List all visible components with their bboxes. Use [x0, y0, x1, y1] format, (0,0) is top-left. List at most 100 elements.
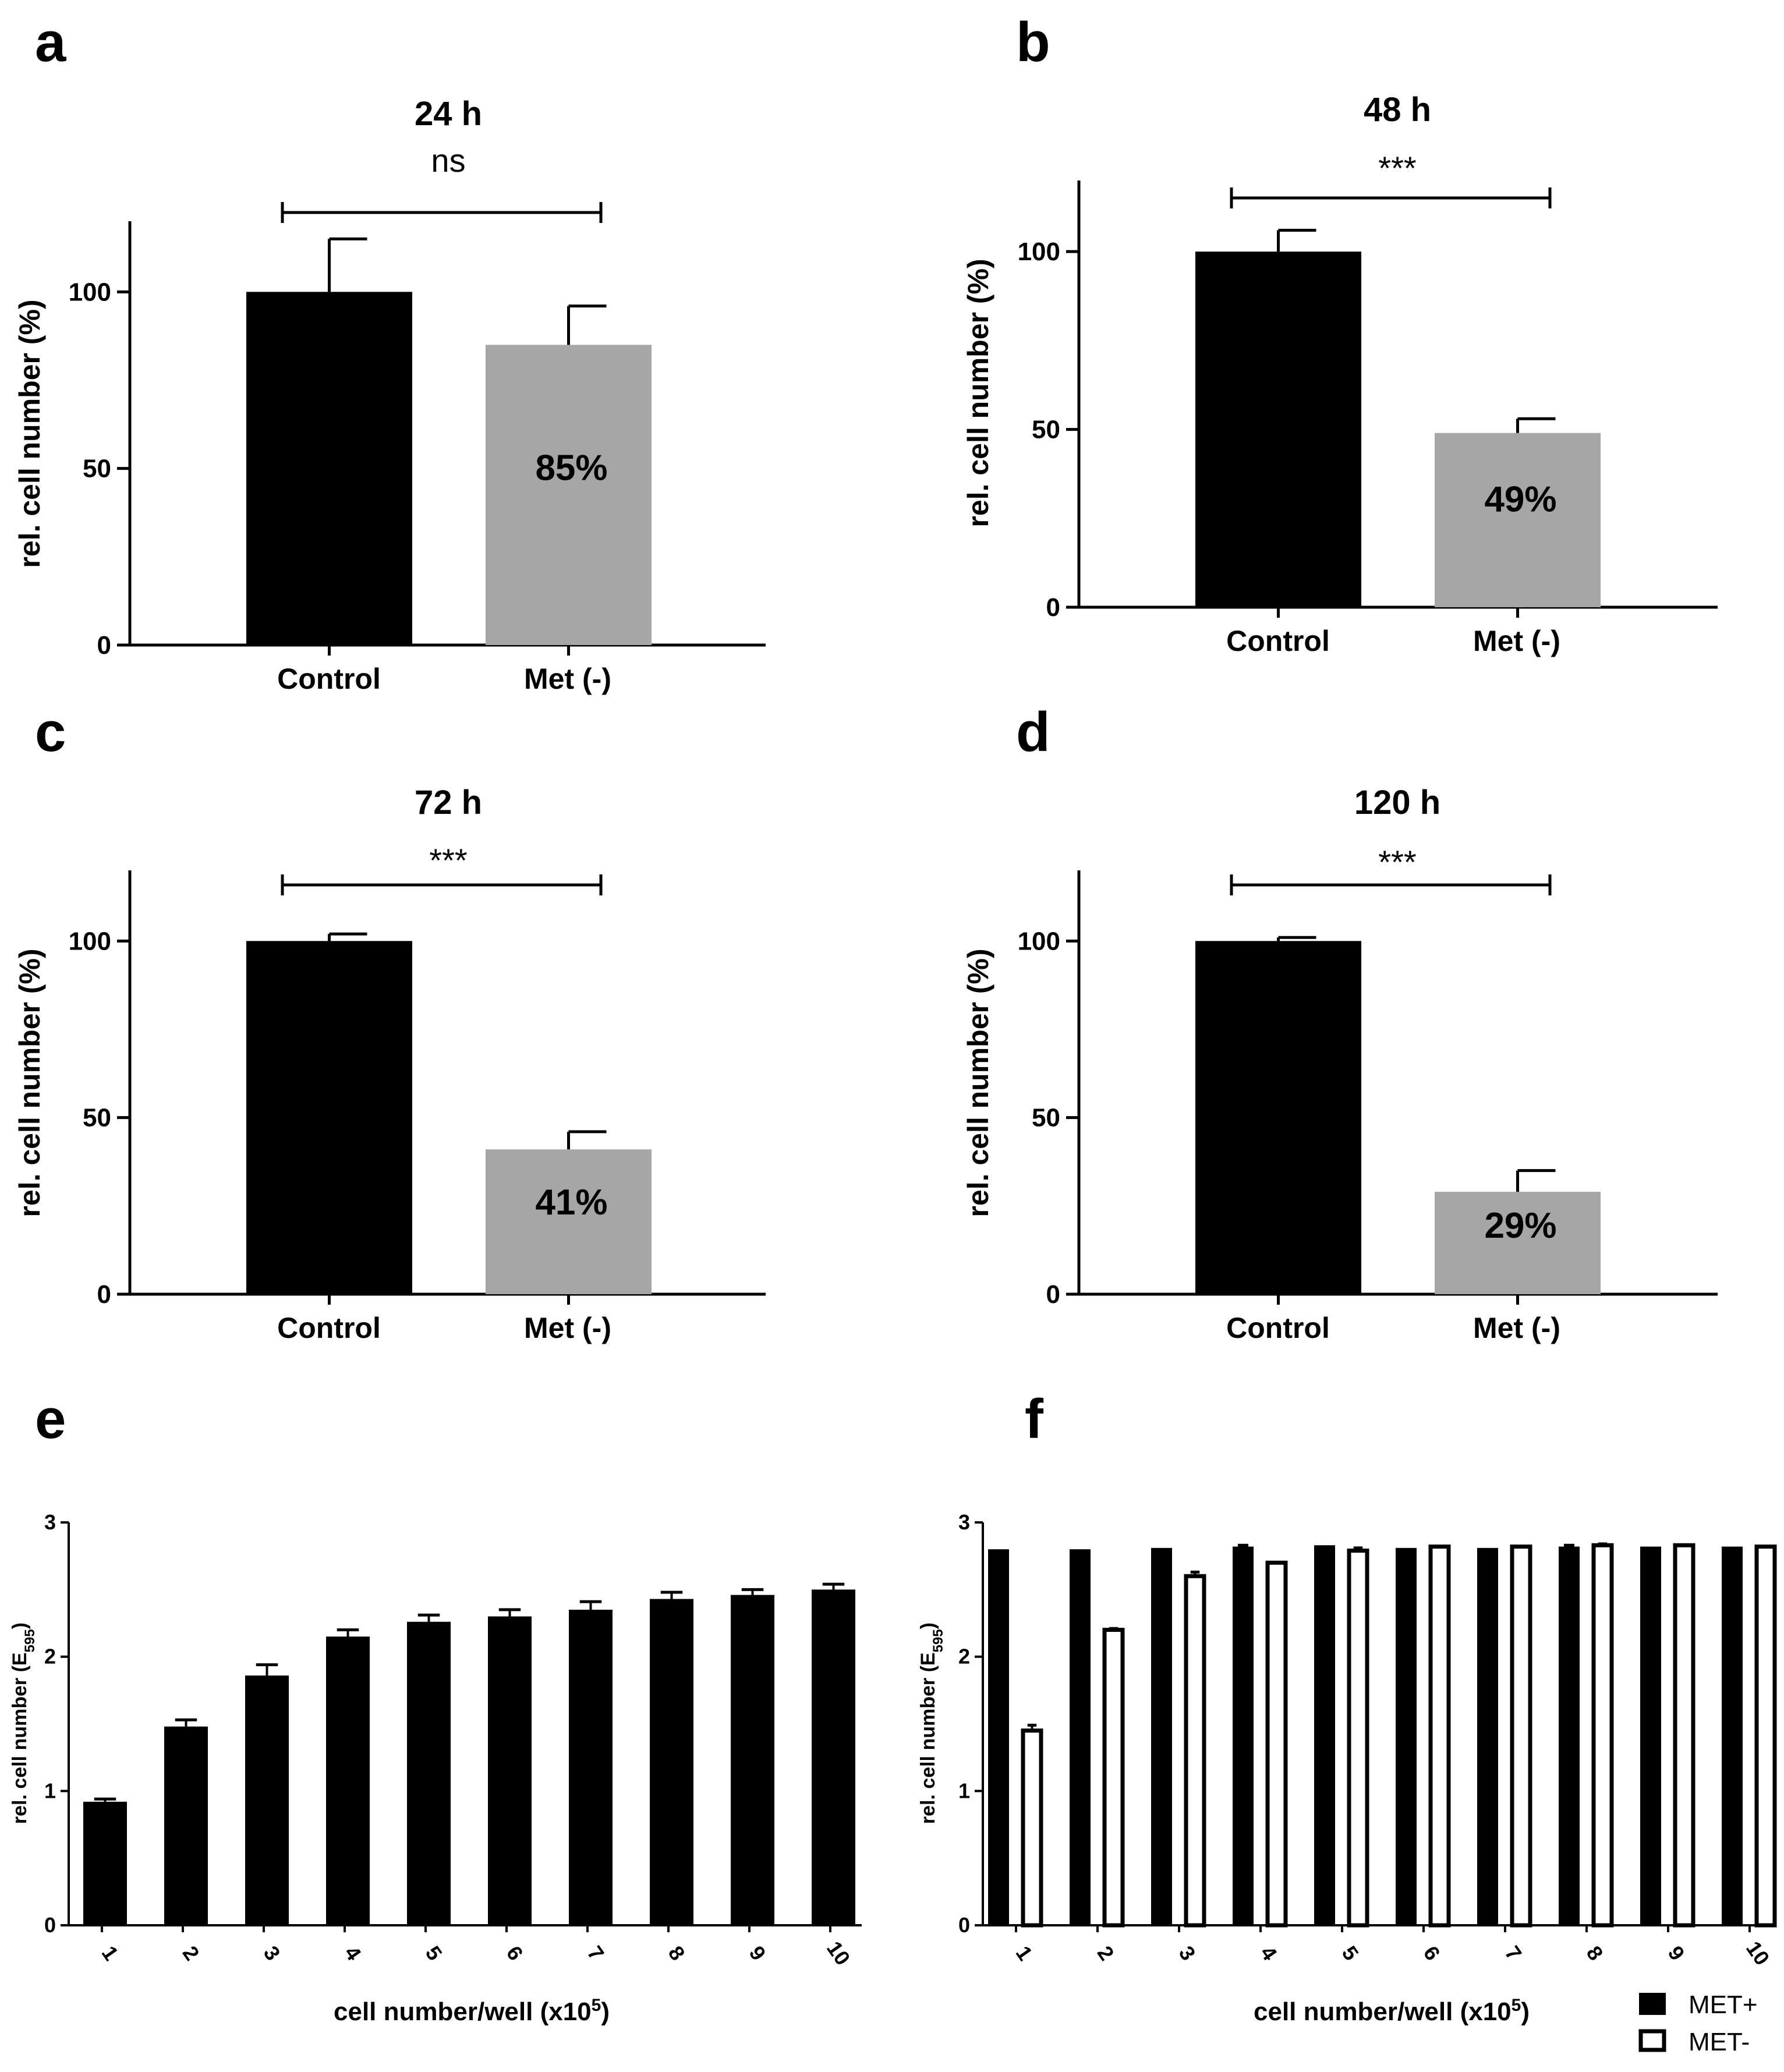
y-axis-title-end: ) — [9, 1623, 31, 1629]
panel-letter-a: a — [35, 11, 66, 73]
bar — [1314, 1545, 1335, 1925]
y-tick-label: 2 — [958, 1645, 970, 1669]
bar — [245, 1675, 289, 1925]
bar — [407, 1621, 451, 1925]
y-axis-title-main: rel. cell number (E — [917, 1652, 939, 1824]
bar-value-label: 85% — [535, 448, 607, 488]
chart-title: 72 h — [415, 784, 482, 821]
y-tick-label: 1 — [44, 1779, 56, 1802]
bar — [650, 1599, 693, 1925]
bar — [486, 345, 652, 645]
x-axis-title: cell number/well (x105) — [334, 1996, 610, 2027]
legend-label-met-minus: MET- — [1689, 2028, 1750, 2056]
x-axis-title: cell number/well (x105) — [1254, 1996, 1530, 2027]
y-tick-label: 50 — [1032, 1104, 1060, 1132]
bar — [83, 1801, 127, 1925]
bar — [1591, 1543, 1614, 1928]
bar — [1151, 1547, 1172, 1925]
bar — [1021, 1729, 1043, 1928]
y-axis-title-main: rel. cell number (E — [9, 1652, 31, 1824]
x-category-label: Met (-) — [524, 663, 611, 695]
bar-value-label: 41% — [535, 1182, 607, 1223]
x-tick-label: 10 — [1741, 1937, 1775, 1970]
y-tick-label: 0 — [1046, 593, 1060, 622]
x-tick-label: 8 — [1582, 1942, 1608, 1965]
bar — [1435, 1192, 1601, 1294]
y-axis-title: rel. cell number (%) — [13, 299, 46, 568]
y-tick-label: 100 — [1018, 238, 1060, 266]
bar — [164, 1726, 208, 1925]
bar — [731, 1595, 774, 1925]
bar — [1396, 1547, 1417, 1925]
x-axis-title-superscript: 5 — [1512, 1996, 1521, 2015]
x-tick-label: 4 — [340, 1942, 366, 1965]
y-tick-label: 50 — [83, 1104, 111, 1132]
y-tick-label: 3 — [958, 1510, 970, 1534]
y-axis-title-subscript: 595 — [930, 1629, 946, 1652]
bar — [1195, 941, 1361, 1294]
y-tick-label: 2 — [44, 1645, 56, 1669]
legend-swatch-met-minus — [1638, 2029, 1666, 2052]
bar — [569, 1609, 613, 1925]
x-tick-label: 9 — [745, 1942, 771, 1965]
plot-area: 0 1 2 3 1 2 3 4 5 6 7 8 9 10 — [958, 1510, 1777, 1970]
x-tick-label: 6 — [502, 1942, 528, 1965]
panel-letter-e: e — [35, 1388, 66, 1450]
panel-b: b 48 h *** rel. cell number (%) Control … — [962, 11, 1718, 657]
y-axis-title: rel. cell number (%) — [13, 948, 46, 1217]
bar — [1559, 1546, 1580, 1925]
y-axis-title: rel. cell number (E595) — [9, 1623, 38, 1824]
x-category-label: Control — [1226, 625, 1330, 657]
chart-title: 48 h — [1364, 91, 1431, 129]
y-axis-title: rel. cell number (E595) — [917, 1623, 946, 1824]
panel-e: e rel. cell number (E595) cell number/we… — [9, 1388, 862, 2026]
bar — [812, 1589, 855, 1925]
bar — [246, 941, 412, 1294]
chart-title: 24 h — [415, 95, 482, 133]
y-axis-title: rel. cell number (%) — [962, 258, 994, 527]
x-tick-label: 2 — [1093, 1942, 1119, 1965]
x-axis-title-main: cell number/well (x10 — [334, 1997, 592, 2026]
bar — [1428, 1545, 1451, 1928]
panel-f: f rel. cell number (E595) cell number/we… — [917, 1388, 1777, 2056]
x-tick-label: 10 — [822, 1937, 855, 1970]
y-tick-label: 0 — [97, 631, 111, 660]
significance-label: ns — [431, 142, 465, 179]
x-category-label: Control — [277, 663, 381, 695]
legend-label-met-plus: MET+ — [1689, 1990, 1758, 2019]
bar — [1722, 1546, 1743, 1925]
bar — [1195, 252, 1361, 608]
y-tick-label: 0 — [1046, 1280, 1060, 1309]
y-tick-label: 0 — [958, 1913, 970, 1937]
panel-a: a 24 h ns rel. cell number (%) Control M… — [13, 11, 766, 695]
x-category-label: Met (-) — [524, 1312, 611, 1344]
x-category-label: Met (-) — [1473, 1312, 1560, 1344]
y-tick-label: 100 — [69, 927, 111, 955]
x-tick-label: 9 — [1663, 1942, 1690, 1965]
y-axis-title-subscript: 595 — [22, 1629, 38, 1652]
legend: MET+ MET- — [1638, 1990, 1758, 2056]
plot-area: 0 50 100 49% — [1018, 180, 1718, 622]
x-axis-title-superscript: 5 — [592, 1996, 601, 2015]
bar — [1435, 433, 1601, 607]
bar — [988, 1549, 1009, 1925]
bar — [1265, 1560, 1288, 1928]
bar — [1070, 1549, 1091, 1925]
x-tick-label: 1 — [97, 1942, 123, 1965]
panel-letter-d: d — [1016, 701, 1050, 763]
bar — [1754, 1545, 1777, 1928]
x-axis-title-end: ) — [1521, 1997, 1530, 2026]
y-axis-title-end: ) — [917, 1623, 939, 1629]
x-category-label: Met (-) — [1473, 625, 1560, 657]
bar — [1347, 1548, 1369, 1928]
bar — [1640, 1546, 1661, 1925]
y-tick-label: 0 — [44, 1913, 56, 1937]
plot-area: 0 1 2 3 1 2 3 4 5 6 7 8 9 10 — [44, 1510, 862, 1970]
x-tick-label: 7 — [1500, 1942, 1527, 1965]
panel-letter-f: f — [1025, 1388, 1044, 1450]
x-tick-label: 6 — [1419, 1942, 1445, 1965]
panel-letter-b: b — [1016, 11, 1050, 73]
x-tick-label: 5 — [1337, 1942, 1364, 1965]
bar — [1233, 1546, 1254, 1925]
x-category-label: Control — [1226, 1312, 1330, 1344]
